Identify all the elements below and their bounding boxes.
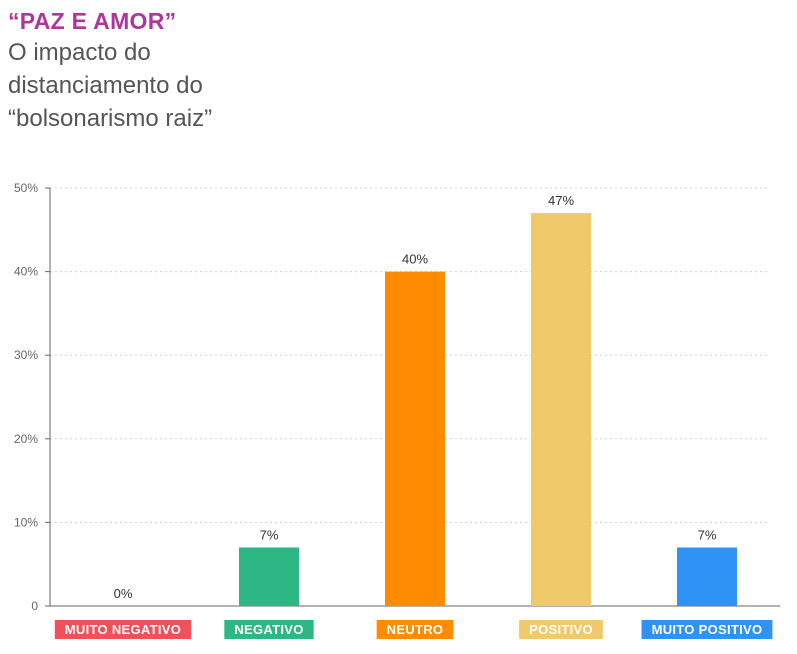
category-label: NEGATIVO bbox=[234, 622, 303, 637]
bar bbox=[531, 213, 591, 606]
bar bbox=[385, 271, 445, 606]
category-tag bbox=[54, 620, 192, 639]
y-tick-label: 40% bbox=[14, 265, 38, 279]
category-tag bbox=[519, 620, 603, 639]
data-label: 7% bbox=[260, 527, 279, 542]
category-label: MUITO NEGATIVO bbox=[65, 622, 181, 637]
category-tag bbox=[224, 620, 314, 639]
y-tick-label: 10% bbox=[14, 515, 38, 529]
category-label: POSITIVO bbox=[529, 622, 593, 637]
y-tick-label: 20% bbox=[14, 432, 38, 446]
data-label: 0% bbox=[114, 586, 133, 601]
data-label: 7% bbox=[698, 527, 717, 542]
category-tag bbox=[376, 620, 454, 639]
bar bbox=[239, 547, 299, 606]
data-label: 47% bbox=[548, 193, 574, 208]
y-tick-label: 30% bbox=[14, 348, 38, 362]
chart-kicker: “PAZ E AMOR” bbox=[8, 8, 177, 34]
category-label: NEUTRO bbox=[387, 622, 444, 637]
category-label: MUITO POSITIVO bbox=[652, 622, 763, 637]
y-tick-label: 0 bbox=[31, 599, 38, 613]
category-tag bbox=[641, 620, 773, 639]
y-tick-label: 50% bbox=[14, 181, 38, 195]
bar bbox=[677, 547, 737, 606]
chart-subtitle: O impacto do distanciamento do “bolsonar… bbox=[8, 39, 213, 132]
data-label: 40% bbox=[402, 252, 428, 267]
chart-header: “PAZ E AMOR” O impacto do distanciamento… bbox=[8, 6, 268, 135]
